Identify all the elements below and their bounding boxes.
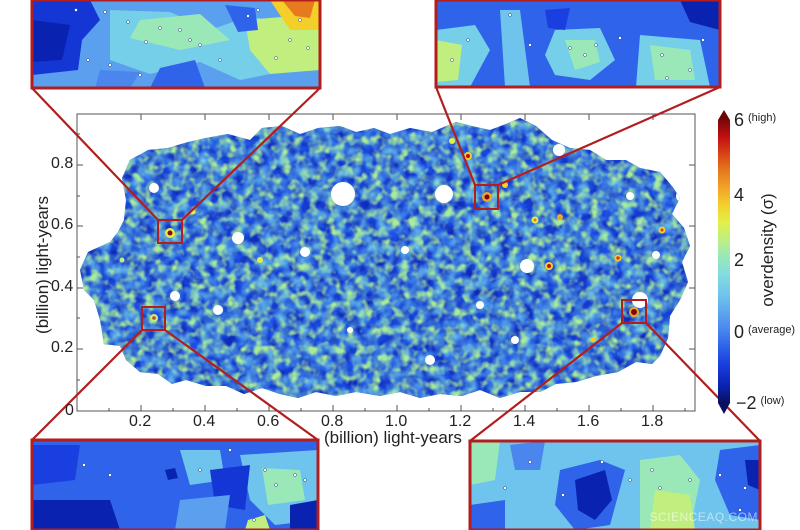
inset-top-left: [30, 0, 322, 90]
axis-ticks: [77, 114, 695, 411]
colorbar: [718, 110, 730, 414]
main-map: [76, 113, 696, 412]
callout-box-upper-right: [474, 184, 499, 210]
origin-tick-label: 0: [65, 402, 74, 419]
callout-boxes: [141, 184, 647, 331]
colorbar-label-average: 0 (average): [734, 322, 796, 342]
x-tick-label: 1.4: [513, 413, 536, 430]
callout-box-lower-left: [141, 306, 166, 331]
x-tick-label: 0.6: [257, 413, 280, 430]
colorbar-label-2: 2: [734, 250, 745, 270]
masked-holes: [149, 144, 688, 365]
y-axis-title: (billion) light-years: [33, 196, 52, 334]
x-tick-label: 0.4: [193, 413, 216, 430]
inset-bottom-right: [468, 439, 762, 530]
colorbar-title: overdensity (σ): [758, 193, 777, 307]
y-tick-label: 0.2: [51, 339, 74, 356]
colorbar-label-high: 6 (high): [734, 110, 777, 130]
connector-lines: [31, 85, 761, 442]
colorbar-label-4: 4: [734, 185, 745, 205]
x-axis-title: (billion) light-years: [324, 428, 462, 447]
galaxy-markers: [74, 8, 747, 522]
inset-top-right: [434, 0, 722, 89]
x-tick-label: 1.2: [449, 413, 472, 430]
x-tick-label: 0.8: [321, 413, 344, 430]
density-field: [80, 118, 690, 398]
inset-bottom-left: [30, 438, 320, 530]
x-tick-label: 1.0: [385, 413, 408, 430]
overdensity-peaks: [119, 138, 666, 343]
callout-box-upper-left: [157, 219, 183, 244]
x-tick-label: 1.8: [641, 413, 664, 430]
colorbar-label-low: −2 (low): [736, 393, 785, 413]
watermark: SCIENCEAQ.COM: [649, 510, 758, 524]
y-tick-label: 0.8: [51, 155, 74, 172]
y-tick-label: 0.6: [51, 216, 74, 233]
x-tick-label: 0.2: [129, 413, 152, 430]
callout-box-lower-right: [621, 299, 647, 324]
y-tick-label: 0.4: [51, 278, 74, 295]
x-tick-label: 1.6: [577, 413, 600, 430]
